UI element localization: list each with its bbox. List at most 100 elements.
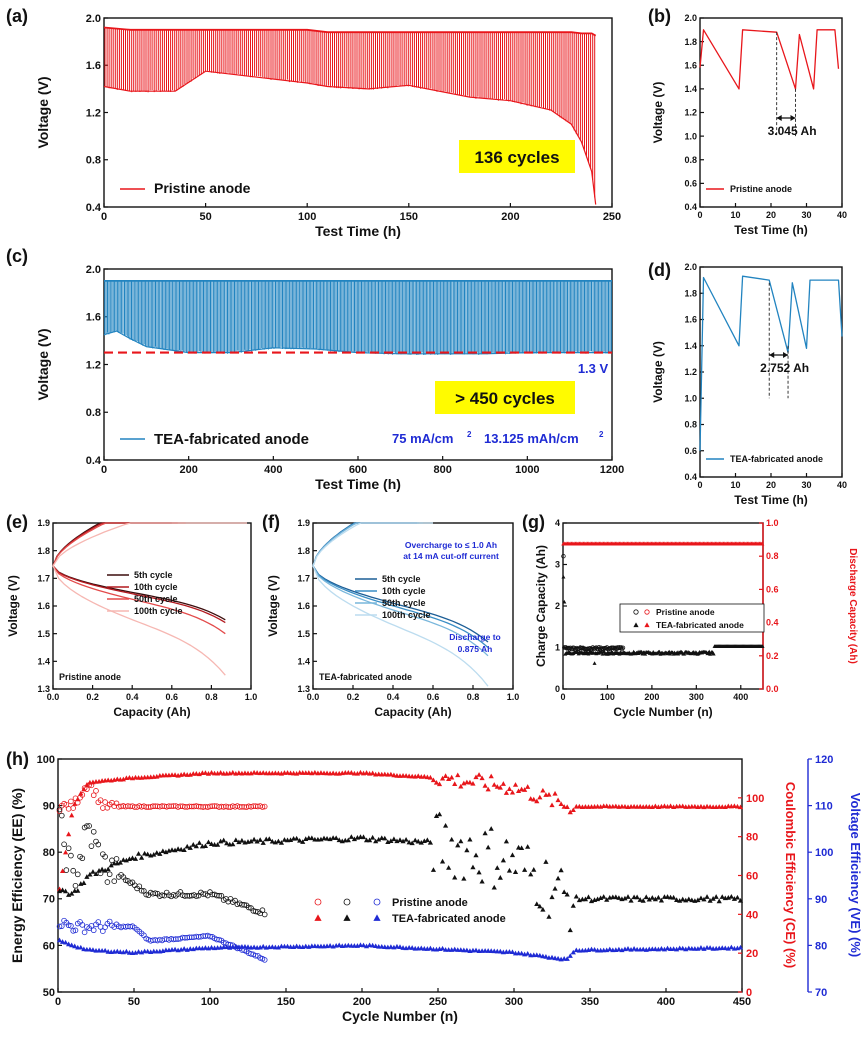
triangle-marker — [464, 847, 470, 853]
panel-g: 0 100 200 300 400 0 1 2 3 4 Cycle Number (n) Charge… — [522, 512, 858, 719]
current-density: 75 mA/cm — [392, 431, 453, 446]
triangle-marker — [470, 864, 476, 870]
triangle-marker — [108, 862, 114, 868]
triangle-marker — [637, 897, 643, 902]
triangle-marker — [522, 787, 528, 792]
triangle-marker — [461, 875, 467, 881]
triangle-marker — [142, 850, 148, 856]
triangle-marker — [470, 780, 476, 786]
y2-tick-label: 0.4 — [766, 618, 779, 628]
triangle-marker — [601, 894, 607, 899]
discharge-curve — [52, 565, 226, 676]
triangle-marker — [376, 836, 382, 842]
y-tick-label: 3 — [555, 560, 560, 570]
triangle-marker — [69, 890, 75, 896]
triangle-marker — [93, 871, 99, 876]
triangle-marker — [187, 845, 193, 850]
triangle-marker — [652, 896, 658, 902]
triangle-marker — [646, 896, 652, 902]
y-tick-label: 1.5 — [37, 629, 50, 639]
x-tick-label: 0.6 — [427, 692, 440, 702]
circle-marker — [88, 843, 95, 849]
triangle-marker — [373, 838, 379, 844]
x-tick-label: 300 — [505, 996, 523, 1008]
note: at 14 mA cut-off current — [403, 551, 499, 561]
triangle-marker — [491, 884, 497, 890]
triangle-marker — [534, 901, 540, 907]
panel-letter: (e) — [6, 512, 28, 532]
triangle-marker — [312, 769, 318, 775]
triangle-marker — [281, 837, 288, 842]
triangle-marker — [664, 945, 671, 951]
panel-h: 0 50 100 150 200 250 300 350 400 4505060708090100… — [6, 749, 863, 1024]
triangle-marker — [63, 939, 69, 945]
triangle-marker — [363, 770, 370, 775]
triangle-marker — [175, 846, 181, 851]
triangle-marker — [622, 895, 628, 901]
triangle-marker — [485, 844, 491, 850]
triangle-marker — [549, 954, 555, 960]
triangle-marker — [671, 946, 677, 951]
triangle-marker — [449, 774, 455, 780]
triangle-marker — [458, 838, 464, 844]
x-tick-label: 250 — [429, 996, 447, 1008]
triangle-marker — [680, 945, 686, 951]
triangle-marker — [479, 775, 485, 781]
triangle-marker — [59, 868, 66, 873]
triangle-marker — [567, 927, 573, 933]
triangle-marker — [84, 782, 90, 787]
triangle-marker — [157, 851, 163, 856]
arrow-head — [776, 115, 782, 121]
triangle-marker — [443, 822, 449, 828]
circle-marker — [122, 877, 129, 883]
triangle-marker — [512, 869, 519, 874]
triangle-marker — [497, 948, 503, 954]
circle-marker — [97, 797, 104, 803]
triangle-marker — [63, 849, 69, 855]
charge-curve — [312, 522, 433, 567]
circle-marker — [207, 933, 213, 940]
triangle-marker — [99, 866, 105, 872]
triangle-marker — [123, 948, 129, 954]
y-axis-title: Energy Efficiency (EE) (%) — [9, 788, 25, 963]
triangle-marker — [230, 769, 236, 775]
triangle-marker — [373, 914, 381, 921]
y-tick-label: 0.4 — [684, 202, 697, 212]
triangle-marker — [436, 781, 443, 787]
triangle-marker — [616, 946, 622, 952]
corner-label: TEA-fabricated anode — [319, 672, 412, 682]
x-tick-label: 30 — [801, 210, 811, 220]
circle-marker — [143, 891, 149, 898]
legend-label: TEA-fabricated anode — [154, 431, 309, 448]
triangle-marker — [324, 835, 330, 841]
circle-marker — [152, 890, 159, 896]
triangle-marker — [607, 946, 613, 952]
y-tick-label: 80 — [43, 847, 55, 859]
series-points — [561, 541, 765, 665]
reference-label: 1.3 V — [578, 361, 609, 376]
circle-marker — [561, 554, 566, 559]
highlight-box — [435, 381, 575, 414]
triangle-marker — [330, 770, 336, 776]
triangle-marker — [509, 789, 516, 795]
triangle-marker — [576, 803, 582, 809]
triangle-marker — [573, 947, 579, 953]
triangle-marker — [373, 943, 379, 949]
triangle-marker — [528, 871, 534, 877]
y2-tick-label: 0.2 — [766, 651, 779, 661]
triangle-marker — [221, 837, 227, 843]
triangle-marker — [455, 772, 461, 778]
y-tick-label: 0.8 — [86, 155, 101, 167]
y-tick-label: 1.6 — [684, 60, 697, 70]
triangle-marker — [239, 837, 245, 843]
triangle-marker — [120, 776, 126, 782]
triangle-marker — [728, 944, 734, 950]
circle-marker — [70, 928, 76, 934]
triangle-marker — [760, 644, 765, 648]
triangle-marker — [731, 803, 737, 809]
triangle-marker — [427, 945, 433, 951]
y-tick-label: 1.4 — [684, 84, 697, 94]
triangle-marker — [391, 772, 397, 778]
triangle-marker — [403, 773, 409, 778]
y-tick-label: 1.2 — [86, 359, 101, 371]
